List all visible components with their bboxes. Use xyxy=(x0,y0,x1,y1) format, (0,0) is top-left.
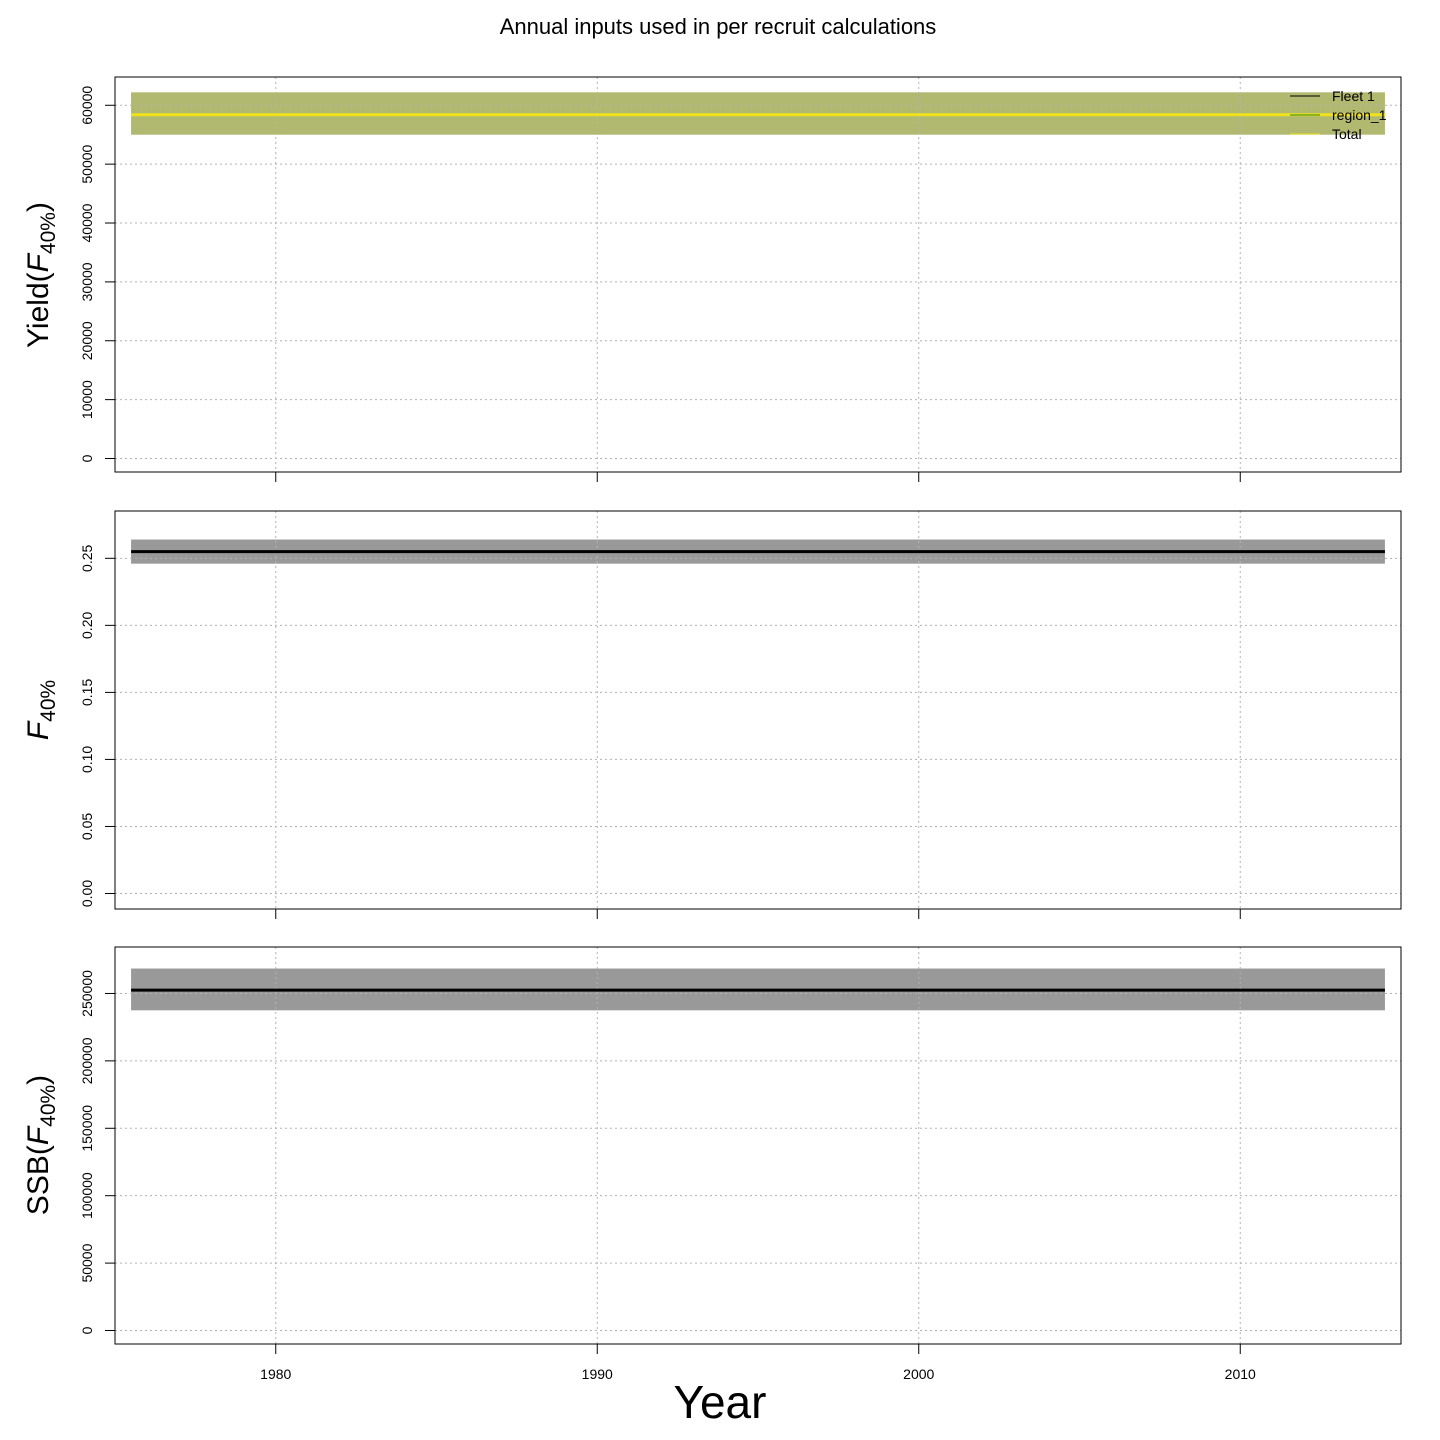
y-tick-label: 10000 xyxy=(79,380,95,419)
y-tick-label: 0.00 xyxy=(79,880,95,907)
x-axis-label: Year xyxy=(674,1376,767,1428)
y-tick-label: 0.20 xyxy=(79,612,95,639)
y-tick-label: 0.25 xyxy=(79,544,95,571)
legend-label: Fleet 1 xyxy=(1332,88,1375,104)
panel-f: 0.00 0.05 0.10 0.15 0.20 0.25 F40% xyxy=(22,510,1402,919)
y-axis-label: SSB(F40%) xyxy=(22,1075,60,1215)
panel-ssb: 0 50000 100000 150000 200000 250000 1980 1990 20… xyxy=(22,946,1402,1382)
y-tick-label: 50000 xyxy=(79,1243,95,1282)
y-tick-label: 200000 xyxy=(79,1037,95,1084)
y-axis-label: F40% xyxy=(22,680,60,740)
y-tick-label: 50000 xyxy=(79,144,95,183)
y-tick-label: 20000 xyxy=(79,321,95,360)
y-tick-label: 0.10 xyxy=(79,746,95,773)
plot-frame xyxy=(114,510,1402,910)
panels: 0100002000030000400005000060000Yield(F40… xyxy=(22,76,1402,1382)
plot-frame xyxy=(114,76,1402,473)
plot-frame xyxy=(114,946,1402,1345)
y-tick-label: 30000 xyxy=(79,262,95,301)
y-tick-label: 0.15 xyxy=(79,679,95,706)
y-tick-label: 0 xyxy=(79,1326,95,1334)
x-tick-label: 1990 xyxy=(582,1366,613,1382)
legend-label: Total xyxy=(1332,126,1362,142)
y-tick-label: 0.05 xyxy=(79,813,95,840)
x-tick-label: 2000 xyxy=(903,1366,934,1382)
y-tick-label: 40000 xyxy=(79,203,95,242)
legend: Fleet 1 region_1 Total xyxy=(1290,88,1387,142)
chart-title: Annual inputs used in per recruit calcul… xyxy=(500,14,937,39)
y-tick-label: 250000 xyxy=(79,970,95,1017)
x-tick-label: 1980 xyxy=(260,1366,291,1382)
y-tick-label: 100000 xyxy=(79,1172,95,1219)
x-tick-label: 2010 xyxy=(1225,1366,1256,1382)
y-tick-label: 150000 xyxy=(79,1105,95,1152)
y-tick-label: 0 xyxy=(79,454,95,462)
y-axis-label: Yield(F40%) xyxy=(22,202,60,348)
y-tick-label: 60000 xyxy=(79,86,95,125)
panel-yield: 0 10000 20000 30000 40000 50000 60000 Yield(F40… xyxy=(22,76,1402,482)
legend-label: region_1 xyxy=(1332,107,1387,123)
